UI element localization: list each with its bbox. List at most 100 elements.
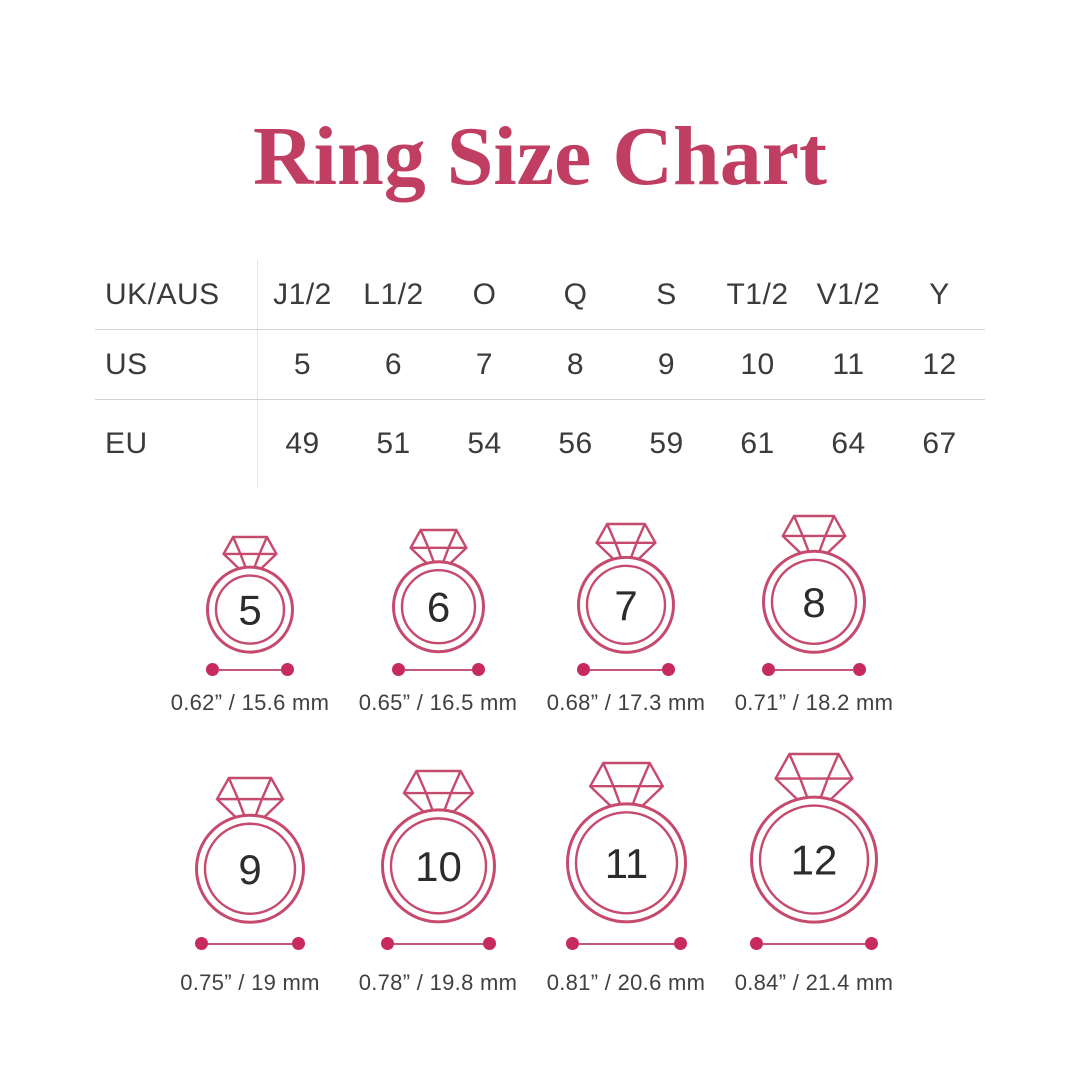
diameter-measure-line <box>195 937 305 951</box>
diamond-icon <box>588 761 664 823</box>
ring-icon: 5 <box>206 535 294 654</box>
ring-icon: 12 <box>750 752 878 924</box>
diamond-icon <box>774 752 854 818</box>
diamond-icon <box>408 528 468 577</box>
diameter-label: 0.78” / 19.8 mm <box>358 970 518 996</box>
ring-cell-us-5: 5 0.62” / 15.6 mm <box>156 510 344 716</box>
table-row-ukaus: UK/AUS J1/2 L1/2 O Q S T1/2 V1/2 Y <box>95 260 985 331</box>
ring-band-outer <box>391 560 485 654</box>
ring-size-number: 7 <box>614 582 637 629</box>
ring-size-number: 9 <box>238 846 261 893</box>
measure-dot-icon <box>750 937 763 951</box>
measure-rule <box>775 668 853 671</box>
measure-dot-icon <box>673 937 687 951</box>
table-row-us: US 5 6 7 8 9 10 11 12 <box>95 330 985 401</box>
diamond-icon <box>595 522 657 573</box>
diameter-measure-line <box>750 937 878 951</box>
ring-band-inner <box>400 569 476 645</box>
measure-dot-icon <box>577 663 590 677</box>
diameter-measure-line <box>391 663 485 677</box>
size-value: J1/2 <box>273 277 332 311</box>
measure-rule <box>219 668 281 671</box>
diameter-label: 0.71” / 18.2 mm <box>734 690 894 716</box>
ring-cell-us-12: 12 0.84” / 21.4 mm <box>720 752 908 996</box>
ring-size-number: 5 <box>238 587 261 634</box>
ring-cell-us-7: 7 0.68” / 17.3 mm <box>532 510 720 716</box>
measure-dot-icon <box>281 663 294 677</box>
row-header-ukaus: UK/AUS <box>105 277 220 311</box>
ring-band-inner <box>389 817 487 915</box>
row-values-ukaus: J1/2 L1/2 O Q S T1/2 V1/2 Y <box>257 278 985 312</box>
measure-dot-icon <box>482 937 496 951</box>
measure-dot-icon <box>865 937 878 951</box>
diameter-measure-line <box>762 663 866 677</box>
diameter-measure-line <box>380 937 496 951</box>
size-value: 8 <box>566 347 585 381</box>
ring-cell-us-9: 9 0.75” / 19 mm <box>156 752 344 996</box>
ring-cell-us-8: 8 0.71” / 18.2 mm <box>720 510 908 716</box>
ring-band-outer <box>565 802 687 924</box>
size-value: 6 <box>384 347 403 381</box>
measure-dot-icon <box>292 937 305 951</box>
diameter-label: 0.81” / 20.6 mm <box>546 970 706 996</box>
ring-row-2: 9 0.75” / 19 mm 10 0.78” / 19.8 mm 11 0.81” /… <box>0 752 1080 996</box>
diamond-icon <box>781 514 847 568</box>
diameter-label: 0.62” / 15.6 mm <box>170 690 330 716</box>
size-value: 12 <box>922 347 957 381</box>
measure-dot-icon <box>471 663 485 677</box>
measure-rule <box>393 942 483 945</box>
ring-band-inner <box>770 558 858 646</box>
measure-dot-icon <box>662 663 675 677</box>
ring-size-number: 8 <box>802 579 825 626</box>
size-value: S <box>656 277 677 311</box>
measure-dot-icon <box>206 663 219 677</box>
ring-band-outer <box>380 808 496 924</box>
size-value: T1/2 <box>726 277 789 311</box>
size-value: 10 <box>740 347 775 381</box>
size-value: Y <box>929 277 950 311</box>
ring-row-1: 5 0.62” / 15.6 mm 6 0.65” / 16.5 mm 7 0.68” /… <box>0 510 1080 716</box>
ring-icon: 7 <box>577 522 675 654</box>
size-value: 49 <box>285 427 320 461</box>
size-value: 61 <box>740 427 775 461</box>
ring-icon: 6 <box>391 528 485 654</box>
ring-size-number: 6 <box>426 584 449 631</box>
ring-band-outer <box>206 565 294 654</box>
size-value: 56 <box>558 427 593 461</box>
ring-band-inner <box>574 811 678 915</box>
diameter-measure-line <box>577 663 675 677</box>
ring-band-outer <box>577 555 675 654</box>
diameter-label: 0.65” / 16.5 mm <box>358 690 518 716</box>
row-values-eu: 49 51 54 56 59 61 64 67 <box>257 427 985 461</box>
size-value: 67 <box>922 427 957 461</box>
ring-band-inner <box>758 804 870 915</box>
ring-size-number: 12 <box>791 837 838 884</box>
ring-band-inner <box>585 564 667 646</box>
size-value: V1/2 <box>816 277 881 311</box>
diameter-label: 0.68” / 17.3 mm <box>546 690 706 716</box>
diameter-measure-line <box>206 663 294 677</box>
measure-dot-icon <box>565 937 579 951</box>
measure-dot-icon <box>195 937 208 951</box>
diamond-icon <box>401 769 475 828</box>
size-conversion-table: UK/AUS J1/2 L1/2 O Q S T1/2 V1/2 Y US 5 6 7 8 9 10 11 12 E… <box>95 260 985 489</box>
diamond-icon <box>215 776 285 833</box>
size-value: 5 <box>293 347 312 381</box>
ring-size-number: 11 <box>604 840 648 887</box>
ring-cell-us-11: 11 0.81” / 20.6 mm <box>532 752 720 996</box>
table-row-eu: EU 49 51 54 56 59 61 64 67 <box>95 400 985 489</box>
diameter-label: 0.75” / 19 mm <box>180 970 320 996</box>
size-value: L1/2 <box>363 277 424 311</box>
ring-icon: 8 <box>762 514 866 654</box>
ring-cell-us-6: 6 0.65” / 16.5 mm <box>344 510 532 716</box>
row-header-us: US <box>105 347 148 381</box>
ring-icon: 10 <box>380 769 496 924</box>
ring-icon: 11 <box>565 761 687 924</box>
diameter-label: 0.84” / 21.4 mm <box>734 970 894 996</box>
measure-rule <box>404 668 472 671</box>
diamond-icon <box>222 535 278 581</box>
ring-band-outer <box>750 795 878 924</box>
ring-diagrams: 5 0.62” / 15.6 mm 6 0.65” / 16.5 mm 7 0.68” /… <box>0 510 1080 996</box>
measure-rule <box>590 668 662 671</box>
page-title: Ring Size Chart <box>253 110 827 203</box>
